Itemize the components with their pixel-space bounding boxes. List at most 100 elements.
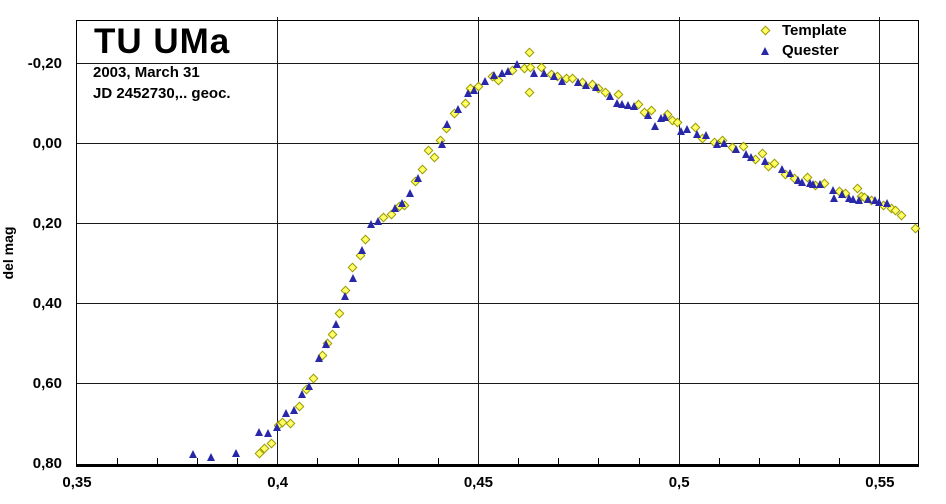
- data-point-quester: [712, 139, 721, 148]
- legend-label-template: Template: [782, 21, 847, 39]
- data-point-quester: [849, 195, 858, 204]
- y-gridline: [77, 303, 918, 305]
- data-point-template: [911, 223, 921, 234]
- data-point-quester: [720, 138, 729, 147]
- data-point-quester: [845, 193, 854, 202]
- data-point-quester: [786, 169, 795, 178]
- data-point-quester: [550, 71, 559, 80]
- data-point-quester: [623, 100, 632, 109]
- data-point-quester: [650, 122, 659, 131]
- data-point-quester: [798, 178, 807, 187]
- x-minor-tick: [558, 458, 560, 464]
- data-point-quester: [732, 145, 741, 154]
- data-point-quester: [413, 173, 422, 182]
- data-point-quester: [232, 449, 241, 458]
- x-minor-tick: [116, 458, 118, 464]
- x-tick-label: 0,35: [62, 474, 92, 491]
- data-point-quester: [875, 197, 884, 206]
- data-point-quester: [605, 92, 614, 101]
- x-tick-label: 0,55: [865, 474, 895, 491]
- data-point-quester: [397, 199, 406, 208]
- y-gridline: [77, 223, 918, 225]
- x-gridline: [477, 17, 479, 464]
- legend: Template Quester: [760, 20, 847, 60]
- x-minor-tick: [638, 458, 640, 464]
- y-tick-label: 0,40: [32, 294, 62, 312]
- y-tick-label: 0,80: [32, 455, 62, 472]
- data-point-quester: [489, 70, 498, 79]
- data-point-quester: [760, 157, 769, 165]
- data-point-quester: [540, 68, 549, 77]
- data-point-quester: [530, 69, 539, 78]
- data-point-quester: [188, 449, 197, 458]
- data-point-quester: [701, 130, 710, 139]
- chart-subtitle-date: 2003, March 31: [93, 64, 200, 81]
- data-point-quester: [617, 99, 626, 108]
- data-point-quester: [830, 194, 839, 203]
- data-point-template: [896, 210, 907, 221]
- x-minor-tick: [357, 458, 359, 464]
- x-minor-tick: [518, 458, 520, 464]
- x-minor-tick: [317, 458, 319, 464]
- y-gridline: [77, 383, 918, 385]
- x-minor-tick: [397, 458, 399, 464]
- data-point-quester: [582, 80, 591, 89]
- template-diamond-icon: [760, 24, 772, 36]
- data-point-quester: [255, 427, 264, 436]
- data-point-quester: [366, 219, 375, 228]
- data-point-quester: [315, 354, 324, 363]
- y-tick-label: -0,20: [27, 54, 62, 72]
- data-point-quester: [746, 153, 755, 161]
- data-point-quester: [282, 409, 291, 418]
- x-minor-tick: [437, 458, 439, 464]
- data-point-template: [360, 234, 371, 245]
- data-point-quester: [348, 273, 357, 282]
- data-point-quester: [405, 189, 414, 198]
- data-point-quester: [809, 180, 818, 189]
- x-gridline: [678, 17, 680, 464]
- data-point-quester: [816, 180, 825, 189]
- data-point-quester: [870, 196, 879, 205]
- data-point-quester: [643, 110, 652, 119]
- data-point-quester: [864, 195, 873, 204]
- x-minor-tick: [156, 458, 158, 464]
- legend-label-quester: Quester: [782, 41, 839, 59]
- data-point-quester: [264, 428, 273, 437]
- x-minor-tick: [758, 458, 760, 464]
- data-point-template: [334, 308, 345, 319]
- data-point-template: [347, 262, 358, 273]
- data-point-quester: [837, 189, 846, 198]
- data-point-quester: [778, 165, 787, 173]
- data-point-quester: [692, 129, 701, 138]
- data-point-quester: [390, 204, 399, 213]
- chart-subtitle-jd: JD 2452730,.. geoc.: [93, 85, 231, 102]
- x-minor-tick: [799, 458, 801, 464]
- x-minor-tick: [718, 458, 720, 464]
- data-point-quester: [498, 69, 507, 78]
- data-point-quester: [612, 98, 621, 107]
- quester-triangle-icon: [760, 44, 772, 56]
- data-point-quester: [437, 139, 446, 148]
- data-point-quester: [469, 86, 478, 95]
- data-point-quester: [504, 66, 513, 75]
- data-point-quester: [357, 246, 366, 255]
- data-point-quester: [207, 452, 216, 461]
- plot-frame: [76, 17, 921, 467]
- x-tick-label: 0,4: [267, 474, 289, 491]
- data-point-quester: [829, 186, 838, 195]
- y-tick-label: 0,20: [32, 214, 62, 232]
- data-point-template: [524, 47, 535, 58]
- x-minor-tick: [196, 458, 198, 464]
- y-tick-label: 0,60: [32, 374, 62, 392]
- x-gridline: [879, 17, 881, 464]
- data-point-quester: [512, 59, 521, 68]
- data-point-quester: [742, 149, 751, 158]
- data-point-quester: [322, 339, 331, 348]
- data-point-template: [327, 329, 338, 340]
- plot-area: [77, 17, 921, 464]
- data-point-quester: [882, 199, 891, 208]
- data-point-quester: [298, 390, 307, 399]
- data-point-quester: [794, 176, 803, 185]
- x-minor-tick: [839, 458, 841, 464]
